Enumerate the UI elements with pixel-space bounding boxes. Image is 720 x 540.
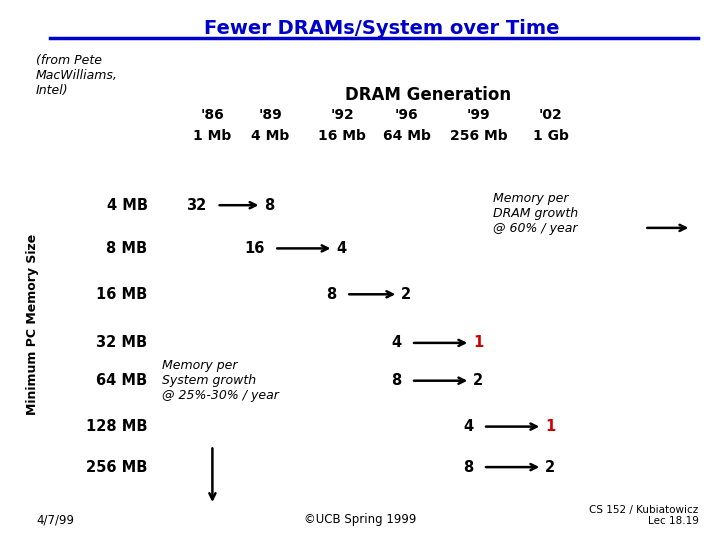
- Text: '96: '96: [395, 108, 418, 122]
- Text: Fewer DRAMs/System over Time: Fewer DRAMs/System over Time: [204, 19, 559, 38]
- Text: 4 MB: 4 MB: [107, 198, 148, 213]
- Text: '89: '89: [258, 108, 282, 122]
- Text: 1 Gb: 1 Gb: [533, 129, 569, 143]
- Text: 4: 4: [336, 241, 346, 256]
- Text: 32 MB: 32 MB: [96, 335, 148, 350]
- Text: 16 Mb: 16 Mb: [318, 129, 366, 143]
- Text: 8: 8: [264, 198, 274, 213]
- Text: 64 Mb: 64 Mb: [383, 129, 431, 143]
- Text: '86: '86: [201, 108, 224, 122]
- Text: 8: 8: [391, 373, 401, 388]
- Text: 8: 8: [463, 460, 473, 475]
- Text: 128 MB: 128 MB: [86, 419, 148, 434]
- Text: 256 MB: 256 MB: [86, 460, 148, 475]
- Text: 16 MB: 16 MB: [96, 287, 148, 302]
- Text: '92: '92: [330, 108, 354, 122]
- Text: Memory per
System growth
@ 25%-30% / year: Memory per System growth @ 25%-30% / yea…: [162, 359, 279, 402]
- Text: 1 Mb: 1 Mb: [193, 129, 232, 143]
- Text: 4: 4: [463, 419, 473, 434]
- Text: Memory per
DRAM growth
@ 60% / year: Memory per DRAM growth @ 60% / year: [493, 192, 578, 235]
- Text: 4: 4: [391, 335, 401, 350]
- Text: '99: '99: [467, 108, 490, 122]
- Text: 4/7/99: 4/7/99: [36, 514, 74, 526]
- Text: 64 MB: 64 MB: [96, 373, 148, 388]
- Text: '02: '02: [539, 108, 562, 122]
- Text: 8 MB: 8 MB: [107, 241, 148, 256]
- Text: 2: 2: [545, 460, 555, 475]
- Text: 1: 1: [545, 419, 555, 434]
- Text: Minimum PC Memory Size: Minimum PC Memory Size: [26, 233, 39, 415]
- Text: CS 152 / Kubiatowicz
Lec 18.19: CS 152 / Kubiatowicz Lec 18.19: [589, 505, 698, 526]
- Text: DRAM Generation: DRAM Generation: [346, 86, 511, 104]
- Text: 8: 8: [326, 287, 336, 302]
- Text: 32: 32: [186, 198, 207, 213]
- Text: 1: 1: [473, 335, 483, 350]
- Text: 2: 2: [401, 287, 411, 302]
- Text: 16: 16: [244, 241, 264, 256]
- Text: 2: 2: [473, 373, 483, 388]
- Text: (from Pete
MacWilliams,
Intel): (from Pete MacWilliams, Intel): [36, 54, 118, 97]
- Text: 256 Mb: 256 Mb: [450, 129, 508, 143]
- Text: 4 Mb: 4 Mb: [251, 129, 289, 143]
- Text: ©UCB Spring 1999: ©UCB Spring 1999: [304, 514, 416, 526]
